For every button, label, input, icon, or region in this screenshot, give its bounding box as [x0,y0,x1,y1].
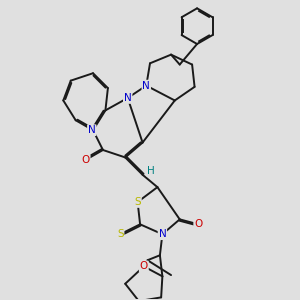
Text: N: N [142,81,150,91]
Text: H: H [147,166,155,176]
Text: N: N [88,125,96,135]
Text: O: O [82,155,90,165]
Text: N: N [124,93,132,103]
Text: O: O [194,219,202,229]
Text: S: S [117,229,124,239]
Text: S: S [134,197,141,207]
Text: O: O [140,261,148,272]
Text: N: N [158,229,166,239]
